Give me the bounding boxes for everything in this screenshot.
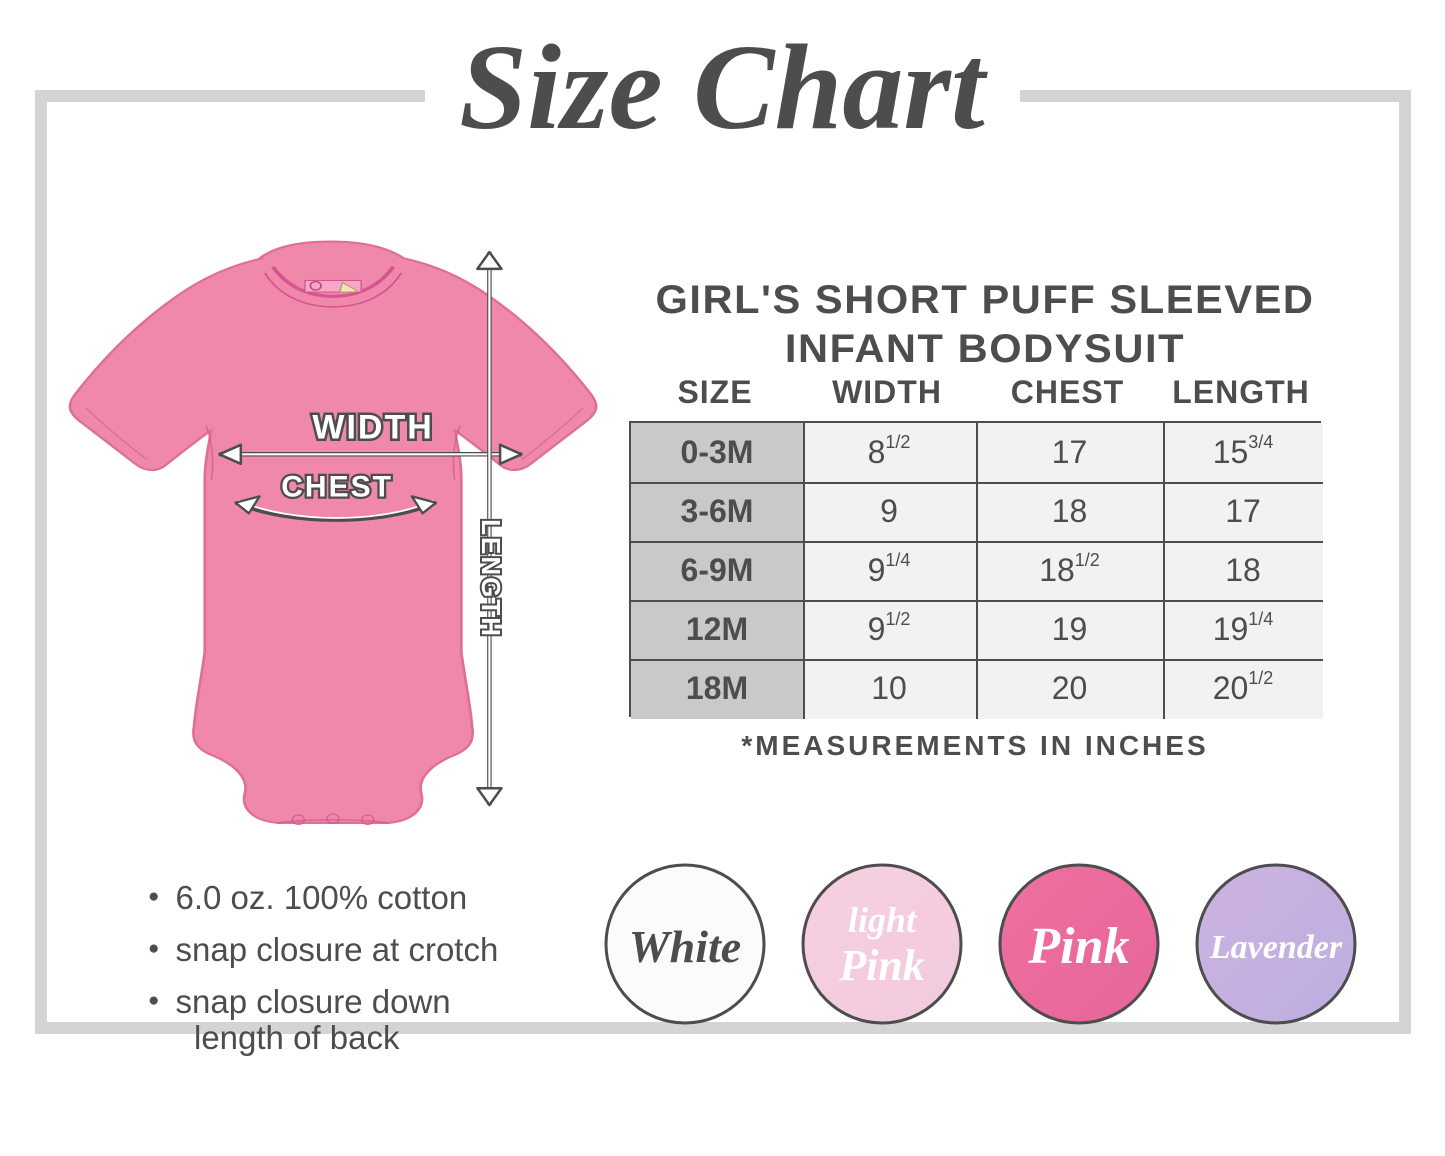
svg-text:Lavender: Lavender: [1209, 929, 1343, 966]
svg-text:Pink: Pink: [1027, 918, 1129, 975]
svg-text:Pink: Pink: [838, 941, 925, 990]
svg-text:light: light: [848, 900, 917, 940]
svg-text:White: White: [629, 921, 741, 972]
svg-text:Size Chart: Size Chart: [459, 20, 988, 155]
